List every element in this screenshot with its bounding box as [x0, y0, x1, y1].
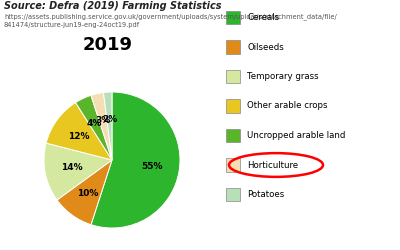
Wedge shape	[91, 92, 112, 160]
Text: 2%: 2%	[102, 115, 117, 124]
Wedge shape	[104, 92, 112, 160]
Wedge shape	[91, 92, 180, 228]
Text: Temporary grass: Temporary grass	[247, 72, 319, 81]
Text: Cereals: Cereals	[247, 13, 279, 22]
Text: Oilseeds: Oilseeds	[247, 42, 284, 51]
Text: Other arable crops: Other arable crops	[247, 102, 328, 110]
Text: 12%: 12%	[68, 132, 90, 140]
Text: 4%: 4%	[87, 118, 102, 128]
Wedge shape	[76, 95, 112, 160]
Text: Horticulture: Horticulture	[247, 160, 298, 170]
Text: Uncropped arable land: Uncropped arable land	[247, 131, 346, 140]
Wedge shape	[57, 160, 112, 225]
Wedge shape	[46, 102, 112, 160]
Text: 2019: 2019	[83, 36, 133, 54]
Text: https://assets.publishing.service.gov.uk/government/uploads/system/uploads/attac: https://assets.publishing.service.gov.uk…	[4, 14, 337, 20]
Text: 841474/structure-jun19-eng-24oct19.pdf: 841474/structure-jun19-eng-24oct19.pdf	[4, 22, 140, 28]
Text: Potatoes: Potatoes	[247, 190, 284, 199]
Text: 55%: 55%	[142, 162, 163, 171]
Text: 14%: 14%	[61, 163, 83, 172]
Text: 10%: 10%	[77, 188, 99, 198]
Wedge shape	[44, 143, 112, 200]
Text: Source: Defra (2019) Farming Statistics: Source: Defra (2019) Farming Statistics	[4, 1, 222, 11]
Text: 3%: 3%	[96, 116, 111, 125]
